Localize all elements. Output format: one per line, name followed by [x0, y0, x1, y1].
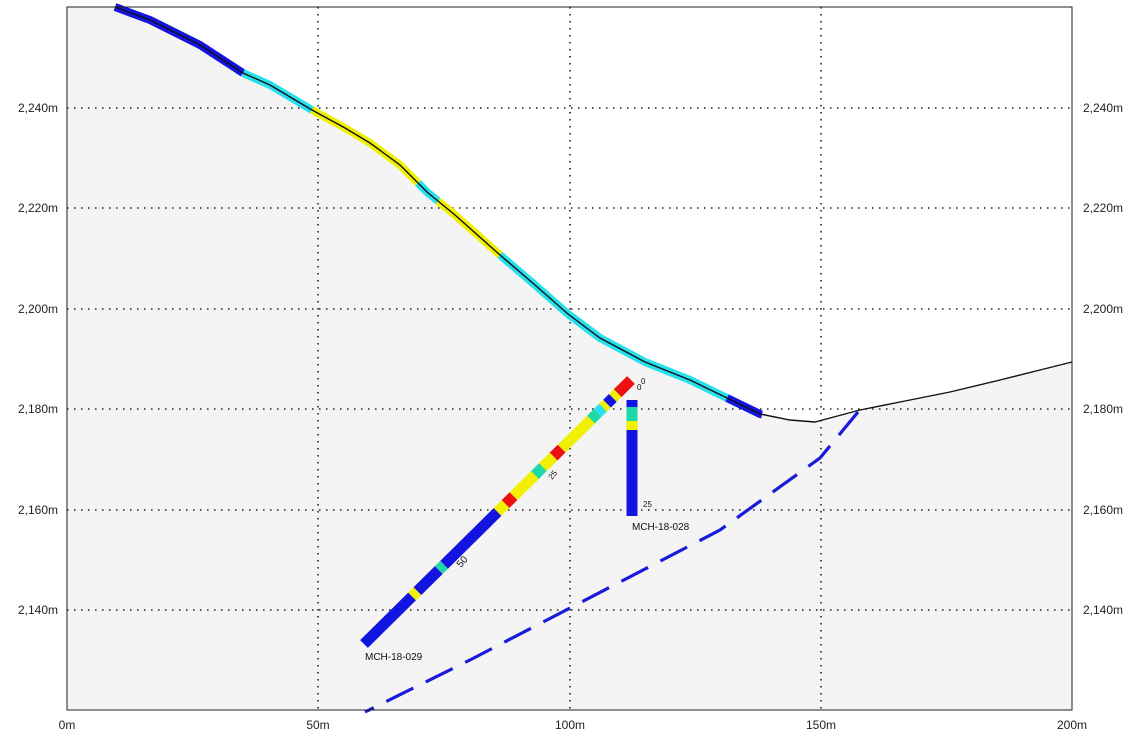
drillhole-interval: [549, 444, 566, 461]
drillhole-interval: [434, 560, 448, 574]
drillhole-mch-18-028[interactable]: 0 25 MCH-18-028: [626, 383, 690, 533]
y-tick-label: 2,200m: [18, 302, 58, 316]
fault-line: [364, 410, 860, 714]
y-tick-label: 2,180m: [1083, 402, 1123, 416]
topography-line: [114, 6, 1073, 423]
x-tick-label: 200m: [1057, 718, 1087, 732]
drillhole-interval: [408, 587, 422, 601]
drillhole-interval: [603, 394, 617, 408]
drillhole-mch-18-029-intervals: [360, 376, 635, 648]
y-tick-label: 2,140m: [1083, 603, 1123, 617]
x-axis: 0m 50m 100m 150m 200m: [59, 718, 1087, 732]
y-tick-label: 2,180m: [18, 402, 58, 416]
x-tick-label: 50m: [306, 718, 329, 732]
y-tick-label: 2,240m: [1083, 101, 1123, 115]
drillhole-interval: [608, 389, 622, 402]
plot-frame: [66, 6, 1073, 711]
y-tick-label: 2,220m: [18, 201, 58, 215]
drillhole-interval: [360, 592, 416, 648]
drillhole-interval: [557, 415, 595, 453]
depth-label-0: 0: [641, 377, 646, 386]
y-axis-left: 2,240m 2,220m 2,200m 2,180m 2,160m 2,140…: [18, 101, 58, 617]
x-tick-label: 150m: [806, 718, 836, 732]
depth-label-25: 25: [643, 500, 652, 509]
drillhole-interval: [440, 508, 502, 569]
drillhole-interval: [509, 471, 539, 501]
topography-surface: [113, 3, 1073, 423]
drillhole-interval: [613, 376, 635, 398]
y-tick-label: 2,240m: [18, 101, 58, 115]
y-tick-label: 2,220m: [1083, 201, 1123, 215]
drillhole-interval: [539, 452, 558, 472]
drillhole-interval: [593, 403, 607, 417]
y-tick-label: 2,140m: [18, 603, 58, 617]
drillhole-interval: [599, 399, 611, 412]
depth-label-0: 0: [637, 383, 642, 392]
y-tick-label: 2,200m: [1083, 302, 1123, 316]
drillhole-interval: [587, 409, 602, 424]
y-tick-label: 2,160m: [18, 503, 58, 517]
drillhole-interval: [413, 566, 443, 596]
hole-label-mch-18-028: MCH-18-028: [632, 522, 690, 533]
drillhole-interval: [501, 492, 518, 508]
x-tick-label: 100m: [555, 718, 585, 732]
drillhole-interval: [493, 500, 510, 516]
grid-lines: [67, 7, 1072, 710]
x-tick-label: 0m: [59, 718, 76, 732]
hole-label-mch-18-029: MCH-18-029: [365, 652, 423, 663]
fault-trace: [364, 410, 860, 714]
drillhole-mch-18-029[interactable]: 0 25 50 MCH-18-029: [360, 376, 646, 663]
drillhole-interval: [531, 463, 547, 479]
y-axis-right: 2,240m 2,220m 2,200m 2,180m 2,160m 2,140…: [1083, 101, 1123, 617]
y-tick-label: 2,160m: [1083, 503, 1123, 517]
